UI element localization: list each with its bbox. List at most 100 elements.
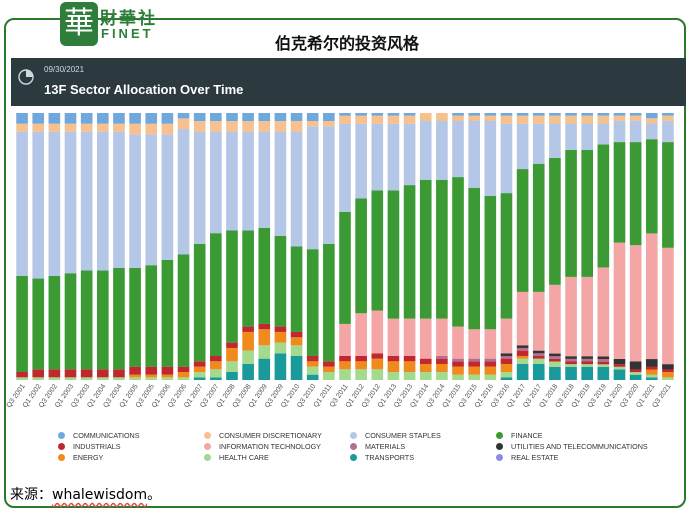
legend-item[interactable]: TRANSPORTS — [350, 452, 496, 463]
bar-segment-materials — [581, 358, 594, 362]
bar-segment-finance — [532, 163, 545, 292]
bar-segment-energy — [516, 355, 529, 359]
bar-segment-health-care — [403, 371, 416, 380]
bar-segment-finance — [193, 243, 206, 362]
legend-label: CONSUMER DISCRETIONARY — [219, 431, 322, 440]
bar-segment-communications — [193, 113, 206, 122]
bar-segment-information-technology — [371, 310, 384, 354]
bar-segment-finance — [662, 142, 674, 248]
legend-item[interactable]: CONSUMER DISCRETIONARY — [204, 430, 350, 441]
chart-date: 09/30/2021 — [44, 65, 85, 74]
page-frame — [4, 18, 686, 508]
legend-item[interactable]: MATERIALS — [350, 441, 496, 452]
bar-segment-consumer-discretionary — [500, 115, 513, 124]
bar-segment-finance — [613, 142, 626, 243]
bar-segment-consumer-staples — [129, 134, 141, 268]
bar-segment-industrials — [258, 323, 271, 330]
bar-segment-transports — [290, 355, 303, 380]
bar-segment-energy — [290, 337, 303, 346]
page-headline: 伯克希尔的投资风格 — [274, 34, 419, 53]
bar-segment-energy — [193, 366, 206, 372]
source-link[interactable]: whalewisdom — [52, 487, 148, 503]
bar-segment-industrials — [662, 369, 674, 373]
bar-segment-communications — [629, 113, 642, 116]
bar-segment-consumer-staples — [258, 131, 271, 228]
bar-segment-finance — [177, 254, 190, 367]
bar-segment-consumer-staples — [193, 131, 206, 244]
bar-segment-consumer-staples — [355, 123, 367, 199]
bar-segment-consumer-staples — [226, 131, 238, 231]
bar-segment-energy — [468, 366, 480, 375]
bar-segment-consumer-discretionary — [32, 123, 45, 132]
bar-segment-finance — [645, 139, 658, 234]
bar-segment-industrials — [290, 331, 303, 338]
bar-segment-consumer-discretionary — [516, 115, 529, 124]
bar-segment-transports — [581, 366, 594, 380]
legend-item[interactable]: HEALTH CARE — [204, 452, 350, 463]
bar-segment-communications — [484, 113, 497, 116]
bar-segment-industrials — [32, 369, 45, 378]
finet-logo-english: FINET — [101, 26, 154, 41]
bar-segment-communications — [516, 113, 529, 116]
bar-segment-industrials — [436, 358, 448, 364]
bar-segment-finance — [436, 179, 448, 319]
legend-item[interactable]: REAL ESTATE — [496, 452, 646, 463]
bar-segment-consumer-discretionary — [113, 123, 125, 132]
bar-segment-communications — [403, 113, 416, 116]
bar-segment-finance — [274, 235, 287, 327]
bar-segment-finance — [452, 177, 464, 327]
legend-item[interactable]: FINANCE — [496, 430, 646, 441]
bar-segment-industrials — [645, 366, 658, 370]
bar-segment-energy — [274, 331, 287, 343]
legend-item[interactable]: ENERGY — [58, 452, 204, 463]
bar-segment-transports — [226, 371, 238, 380]
bar-segment-health-care — [274, 342, 287, 354]
bar-segment-communications — [662, 113, 674, 116]
bar-segment-consumer-staples — [532, 123, 545, 164]
bar-segment-transports — [629, 374, 642, 380]
legend-swatch — [496, 432, 503, 439]
bar-segment-consumer-staples — [177, 129, 190, 255]
legend-item[interactable]: INDUSTRIALS — [58, 441, 204, 452]
bar-segment-energy — [145, 374, 158, 378]
bar-segment-industrials — [80, 369, 93, 378]
bar-segment-finance — [387, 190, 400, 319]
bar-segment-energy — [371, 358, 384, 370]
legend-label: REAL ESTATE — [511, 453, 559, 462]
bar-segment-materials — [436, 355, 448, 359]
bar-segment-communications — [145, 113, 158, 124]
legend-item[interactable]: UTILITIES AND TELECOMMUNICATIONS — [496, 441, 648, 452]
bar-segment-health-care — [516, 358, 529, 364]
bar-segment-information-technology — [532, 291, 545, 351]
bar-segment-consumer-discretionary — [258, 121, 271, 132]
source-note: 来源：whalewisdom。 — [10, 484, 161, 504]
bar-segment-materials — [565, 358, 577, 362]
bar-segment-industrials — [64, 369, 77, 378]
bar-segment-communications — [387, 113, 400, 116]
legend-item[interactable]: CONSUMER STAPLES — [350, 430, 496, 441]
bar-segment-industrials — [177, 366, 190, 372]
bar-segment-consumer-discretionary — [177, 118, 190, 130]
bar-segment-finance — [129, 267, 141, 367]
bar-segment-communications — [32, 113, 45, 124]
legend-label: FINANCE — [511, 431, 543, 440]
bar-segment-consumer-discretionary — [581, 115, 594, 124]
bar-segment-information-technology — [500, 318, 513, 354]
bar-segment-health-care — [468, 374, 480, 380]
bar-segment-transports — [645, 377, 658, 380]
legend-swatch — [350, 432, 357, 439]
bar-segment-consumer-staples — [96, 131, 109, 271]
bar-segment-health-care — [452, 374, 464, 380]
chart-title: 13F Sector Allocation Over Time — [44, 82, 244, 97]
bar-segment-finance — [468, 187, 480, 330]
bar-segment-transports — [613, 369, 626, 380]
bar-segment-health-care — [113, 377, 125, 380]
legend-item[interactable]: INFORMATION TECHNOLOGY — [204, 441, 350, 452]
legend-label: INDUSTRIALS — [73, 442, 121, 451]
bar-segment-industrials — [613, 364, 626, 367]
finet-logo-mark: 華 — [60, 2, 98, 46]
bar-segment-energy — [177, 371, 190, 378]
legend-swatch — [204, 443, 211, 450]
legend-item[interactable]: COMMUNICATIONS — [58, 430, 204, 441]
